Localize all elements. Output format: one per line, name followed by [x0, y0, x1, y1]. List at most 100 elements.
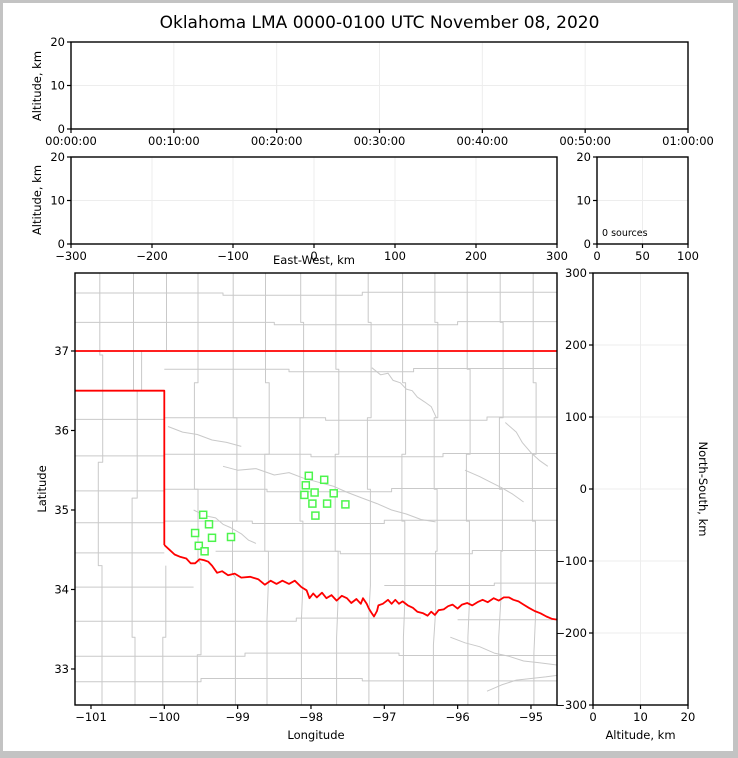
- window-frame-right: [733, 0, 738, 758]
- y-tick-label: 0: [584, 237, 591, 251]
- county-boundary-line: [164, 519, 557, 524]
- lma-station-marker: [322, 499, 332, 508]
- ns-panel-xlabel: Altitude, km: [605, 728, 676, 742]
- lma-station-marker: [310, 488, 319, 497]
- x-tick-label: −300: [55, 249, 87, 263]
- x-tick-label: 00:10:00: [148, 134, 200, 148]
- x-tick-label: 0: [310, 249, 317, 263]
- county-boundary-line: [299, 273, 305, 705]
- river-line: [450, 636, 557, 666]
- lma-station-marker: [198, 510, 208, 520]
- county-boundary-line: [131, 273, 138, 705]
- x-tick-label: 00:40:00: [457, 134, 509, 148]
- county-boundary-line: [164, 368, 557, 373]
- map-xlabel: Longitude: [287, 728, 345, 742]
- x-tick-label: −96: [445, 710, 469, 724]
- x-tick-label: −99: [226, 710, 250, 724]
- lma-station-marker: [204, 520, 214, 529]
- map-layers: [75, 273, 557, 705]
- x-tick-label: 00:30:00: [354, 134, 406, 148]
- oklahoma-state-border: [163, 544, 557, 621]
- x-tick-label: 10: [633, 710, 648, 724]
- county-boundary-line: [75, 617, 421, 622]
- y-tick-label: 20: [50, 150, 65, 164]
- y-tick-label: 37: [54, 344, 69, 358]
- lma-station-marker: [329, 489, 338, 498]
- y-tick-label: −200: [555, 626, 587, 640]
- x-tick-label: 0: [593, 249, 600, 263]
- lma-station-marker: [304, 471, 314, 481]
- lma-station-marker: [300, 490, 309, 500]
- x-tick-label: −200: [136, 249, 168, 263]
- y-tick-label: 10: [50, 79, 65, 93]
- lma-station-marker: [194, 541, 204, 551]
- x-tick-label: −98: [299, 710, 323, 724]
- y-tick-label: 34: [54, 582, 69, 596]
- county-boundary-line: [401, 273, 407, 705]
- y-tick-label: 20: [576, 150, 591, 164]
- x-tick-label: 00:20:00: [251, 134, 303, 148]
- x-tick-label: 01:00:00: [662, 134, 714, 148]
- y-tick-label: 33: [54, 662, 69, 676]
- y-tick-label: 10: [50, 194, 65, 208]
- x-tick-label: 0: [589, 710, 596, 724]
- river-line: [464, 469, 524, 503]
- x-tick-label: −95: [519, 710, 543, 724]
- county-boundary-line: [75, 321, 557, 326]
- lma-station-marker: [226, 532, 236, 542]
- county-boundary-line: [75, 652, 557, 657]
- county-boundary-line: [97, 273, 104, 705]
- x-tick-label: −101: [75, 710, 107, 724]
- y-tick-label: 300: [565, 266, 587, 280]
- river-line: [486, 674, 557, 692]
- y-tick-label: 36: [54, 423, 69, 437]
- county-boundary-line: [164, 453, 557, 458]
- x-tick-label: −100: [217, 249, 249, 263]
- oklahoma-state-border: [75, 389, 166, 545]
- x-tick-label: −97: [372, 710, 396, 724]
- y-tick-label: 0: [580, 482, 587, 496]
- county-boundary-line: [75, 291, 557, 296]
- county-boundary-line: [531, 273, 537, 705]
- y-tick-label: 100: [565, 410, 587, 424]
- river-line: [371, 367, 437, 419]
- river-line: [167, 426, 242, 447]
- ew-panel-xlabel: East-West, km: [273, 253, 355, 267]
- x-tick-label: 00:00:00: [45, 134, 97, 148]
- x-tick-label: 100: [384, 249, 406, 263]
- y-tick-label: 10: [576, 194, 591, 208]
- lma-station-marker: [311, 511, 320, 520]
- x-tick-label: −100: [149, 710, 181, 724]
- lma-station-marker: [200, 547, 209, 556]
- ns-panel-ylabel: North-South, km: [696, 441, 710, 537]
- lma-station-marker: [190, 528, 200, 538]
- y-tick-label: 200: [565, 338, 587, 352]
- window-frame-bottom: [0, 751, 738, 758]
- x-tick-label: 300: [546, 249, 568, 263]
- y-tick-label: 0: [58, 237, 65, 251]
- time-panel-ylabel: Altitude, km: [30, 50, 44, 122]
- county-boundary-line: [366, 273, 372, 705]
- river-line: [222, 465, 436, 523]
- lma-station-marker: [301, 481, 311, 490]
- county-boundary-line: [193, 273, 202, 705]
- panel-box-map: [74, 272, 558, 706]
- county-boundary-line: [384, 582, 557, 586]
- county-boundary-line: [164, 416, 557, 421]
- y-tick-label: 35: [54, 503, 69, 517]
- county-boundary-line: [162, 565, 167, 705]
- source-count-annotation: 0 sources: [602, 228, 648, 239]
- y-tick-label: −300: [555, 698, 587, 712]
- lma-station-marker: [341, 500, 350, 509]
- y-tick-label: −100: [555, 554, 587, 568]
- county-boundary-line: [432, 273, 439, 705]
- x-tick-label: 00:50:00: [559, 134, 611, 148]
- lma-station-marker: [319, 475, 329, 485]
- county-boundary-line: [498, 273, 504, 705]
- county-boundary-line: [215, 550, 557, 555]
- county-boundary-line: [164, 488, 557, 493]
- y-tick-label: 0: [58, 122, 65, 136]
- lma-station-marker: [207, 533, 217, 543]
